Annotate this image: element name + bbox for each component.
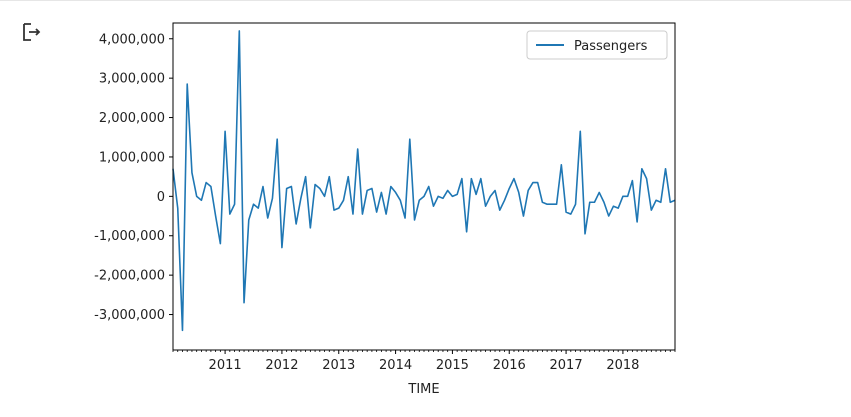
legend: Passengers — [526, 30, 668, 60]
output-expand-icon[interactable] — [20, 20, 44, 44]
y-tick-label: 2,000,000 — [99, 111, 165, 126]
legend-box — [526, 30, 668, 60]
x-tick-label: 2011 — [209, 358, 242, 373]
output-expand-icon-glyph — [23, 23, 41, 41]
y-tick-label: 3,000,000 — [99, 72, 165, 87]
y-tick-label: -2,000,000 — [94, 269, 165, 284]
x-axis-ticks: 2011 2012 2013 2014 2015 2016 2017 2018 — [172, 350, 676, 373]
y-tick-label: 1,000,000 — [99, 150, 165, 165]
y-axis-ticks: -3,000,000 -2,000,000 -1,000,000 0 1,000,000… — [94, 32, 173, 323]
y-tick-label: -3,000,000 — [94, 308, 165, 323]
x-tick-label: 2014 — [379, 358, 412, 373]
cell-divider — [0, 0, 851, 1]
x-tick-label: 2012 — [265, 358, 298, 373]
x-axis-label: TIME — [407, 382, 439, 397]
x-tick-label: 2018 — [606, 358, 639, 373]
x-tick-label: 2016 — [493, 358, 526, 373]
legend-label-passengers: Passengers — [574, 39, 648, 54]
x-tick-label: 2013 — [322, 358, 355, 373]
series-line-passengers — [172, 30, 676, 332]
y-tick-label: 0 — [157, 190, 165, 205]
plot-frame — [172, 22, 676, 351]
x-tick-label: 2017 — [550, 358, 583, 373]
y-tick-label: 4,000,000 — [99, 32, 165, 47]
x-tick-label: 2015 — [436, 358, 469, 373]
y-tick-label: -1,000,000 — [94, 229, 165, 244]
